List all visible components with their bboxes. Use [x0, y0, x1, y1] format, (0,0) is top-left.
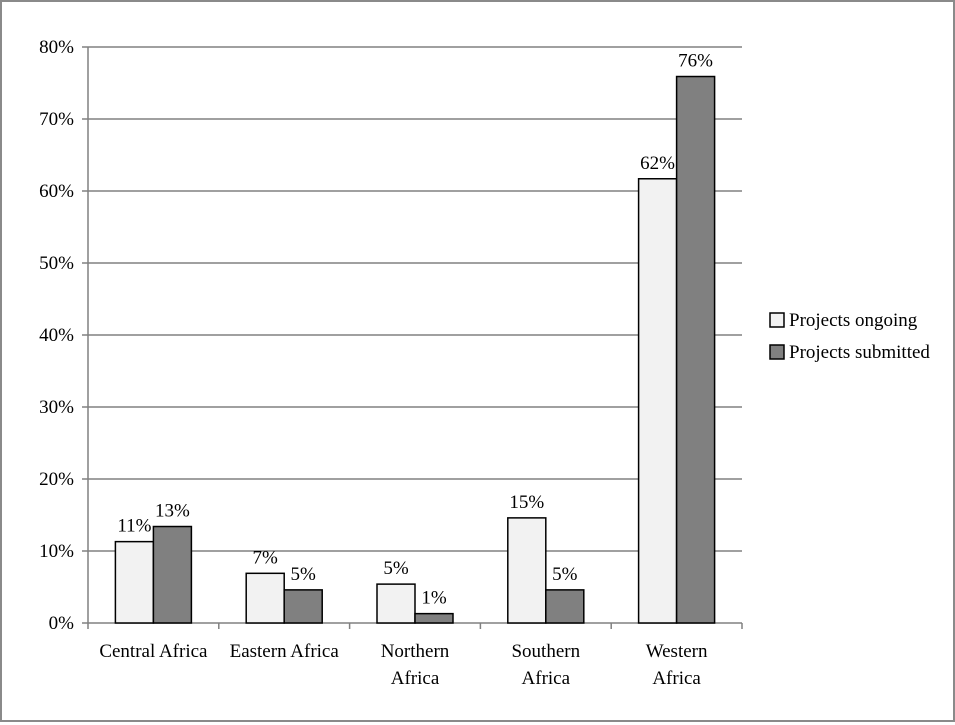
y-tick-label: 50%	[39, 253, 74, 274]
data-labels: 11%13% 7% 5% 5% 1% 15% 5% 62% 76%	[117, 51, 713, 609]
x-category-label: Northern	[381, 641, 450, 662]
x-category-label: Eastern Africa	[230, 641, 340, 662]
data-label: 5%	[552, 564, 578, 585]
gridlines	[88, 46, 742, 552]
x-axis-categories: Central Africa Eastern Africa Northern Afri…	[99, 641, 708, 689]
bar-ongoing	[507, 517, 547, 624]
x-category-label: Southern	[511, 641, 580, 662]
y-tick-label: 60%	[39, 181, 74, 202]
y-tick-label: 80%	[39, 37, 74, 58]
legend-swatch	[769, 344, 785, 360]
data-label: 62%	[640, 153, 675, 174]
bar-submitted	[545, 589, 585, 624]
y-tick-label: 40%	[39, 325, 74, 346]
axes	[82, 46, 743, 629]
data-label: 1%	[421, 588, 447, 609]
y-tick-label: 20%	[39, 469, 74, 490]
data-label: 7%	[253, 547, 279, 568]
legend: Projects ongoing Projects submitted	[769, 310, 930, 363]
y-tick-label: 10%	[39, 541, 74, 562]
y-tick-label: 30%	[39, 397, 74, 418]
bar-ongoing	[637, 178, 678, 624]
y-axis-ticks: 0% 10% 20% 30% 40% 50% 60% 70% 80%	[39, 37, 74, 634]
bar-submitted	[675, 75, 716, 624]
legend-swatch	[769, 312, 785, 328]
bar-submitted	[414, 612, 454, 624]
legend-label: Projects ongoing	[789, 310, 918, 331]
x-category-label: Western	[646, 641, 708, 662]
x-category-label: Africa	[652, 668, 701, 689]
y-tick-label: 0%	[49, 613, 75, 634]
bar-submitted	[283, 589, 323, 624]
bar-ongoing	[114, 540, 155, 624]
legend-label: Projects submitted	[789, 342, 930, 363]
x-category-label: Central Africa	[99, 641, 208, 662]
x-category-label: Africa	[522, 668, 571, 689]
data-label: 11%	[117, 516, 151, 537]
bar-submitted	[152, 525, 193, 624]
bars	[114, 75, 716, 624]
data-label: 13%	[155, 501, 190, 522]
y-tick-label: 70%	[39, 109, 74, 130]
data-label: 76%	[678, 51, 713, 72]
data-label: 5%	[383, 558, 409, 579]
bar-ongoing	[245, 572, 285, 624]
x-category-label: Africa	[391, 668, 440, 689]
data-label: 5%	[291, 564, 317, 585]
bar-ongoing	[376, 583, 416, 624]
data-label: 15%	[509, 492, 544, 513]
